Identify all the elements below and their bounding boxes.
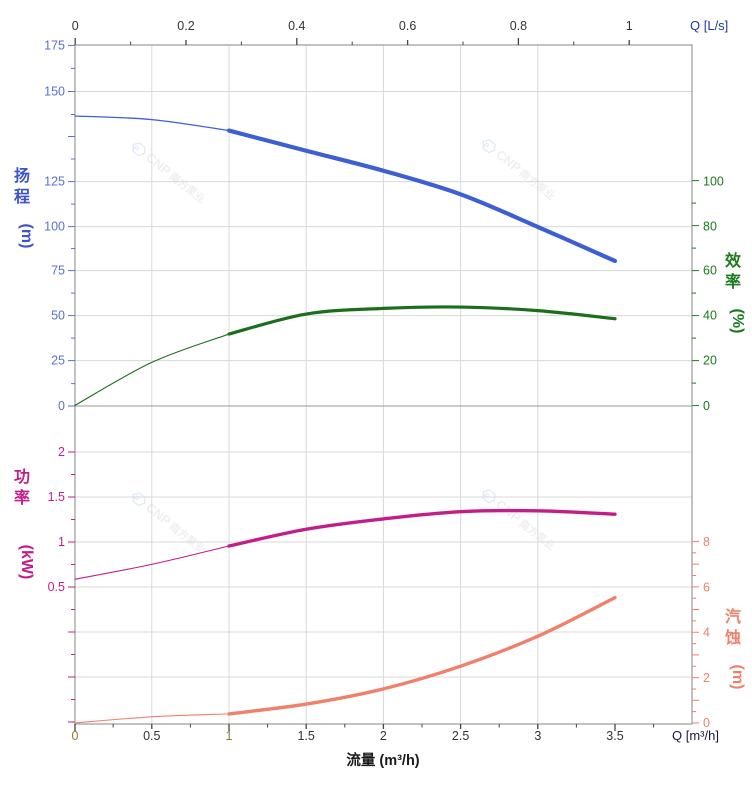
svg-text:3.5: 3.5 bbox=[606, 729, 623, 743]
svg-text:Q [L/s]: Q [L/s] bbox=[690, 18, 728, 33]
svg-text:0: 0 bbox=[703, 399, 710, 413]
svg-text:4: 4 bbox=[703, 626, 710, 640]
svg-text:125: 125 bbox=[44, 175, 65, 189]
svg-text:1: 1 bbox=[226, 729, 233, 743]
svg-text:100: 100 bbox=[44, 220, 65, 234]
svg-text:40: 40 bbox=[703, 309, 717, 323]
svg-text:2: 2 bbox=[58, 445, 65, 459]
svg-text:蚀: 蚀 bbox=[724, 628, 741, 647]
svg-text:150: 150 bbox=[44, 85, 65, 99]
svg-text:程: 程 bbox=[14, 188, 30, 206]
svg-text:2: 2 bbox=[380, 729, 387, 743]
svg-text:100: 100 bbox=[703, 175, 724, 189]
svg-text:效: 效 bbox=[725, 251, 741, 270]
svg-text:6: 6 bbox=[703, 580, 710, 594]
svg-text:1.5: 1.5 bbox=[298, 729, 315, 743]
svg-text:0: 0 bbox=[72, 19, 79, 33]
svg-text:2: 2 bbox=[703, 671, 710, 685]
svg-text:(kW): (kW) bbox=[18, 545, 35, 580]
svg-text:60: 60 bbox=[703, 264, 717, 278]
svg-text:0.5: 0.5 bbox=[143, 729, 160, 743]
svg-text:25: 25 bbox=[51, 354, 65, 368]
svg-text:0.2: 0.2 bbox=[177, 19, 194, 33]
svg-text:0: 0 bbox=[703, 716, 710, 730]
svg-text:1.5: 1.5 bbox=[48, 490, 65, 504]
svg-text:率: 率 bbox=[14, 488, 30, 507]
svg-text:0: 0 bbox=[72, 729, 79, 743]
svg-text:0: 0 bbox=[58, 399, 65, 413]
svg-text:扬: 扬 bbox=[14, 166, 30, 185]
svg-text:175: 175 bbox=[44, 39, 65, 53]
svg-text:功: 功 bbox=[14, 468, 30, 486]
svg-text:80: 80 bbox=[703, 220, 717, 234]
svg-text:流量 (m³/h): 流量 (m³/h) bbox=[346, 751, 419, 769]
svg-text:75: 75 bbox=[51, 264, 65, 278]
svg-text:0.4: 0.4 bbox=[288, 19, 305, 33]
svg-text:Q [m³/h]: Q [m³/h] bbox=[672, 728, 719, 743]
svg-text:(m): (m) bbox=[18, 224, 35, 249]
svg-text:8: 8 bbox=[703, 535, 710, 549]
svg-text:2.5: 2.5 bbox=[452, 729, 469, 743]
svg-text:(m): (m) bbox=[729, 665, 746, 690]
svg-text:0.8: 0.8 bbox=[510, 19, 527, 33]
svg-text:0.6: 0.6 bbox=[399, 19, 416, 33]
svg-text:50: 50 bbox=[51, 309, 65, 323]
svg-text:0.5: 0.5 bbox=[48, 580, 65, 594]
svg-text:(%): (%) bbox=[729, 309, 746, 334]
svg-text:1: 1 bbox=[626, 19, 633, 33]
svg-text:3: 3 bbox=[534, 729, 541, 743]
svg-text:20: 20 bbox=[703, 354, 717, 368]
svg-text:1: 1 bbox=[58, 535, 65, 549]
svg-text:率: 率 bbox=[725, 272, 741, 291]
svg-text:汽: 汽 bbox=[725, 607, 741, 626]
